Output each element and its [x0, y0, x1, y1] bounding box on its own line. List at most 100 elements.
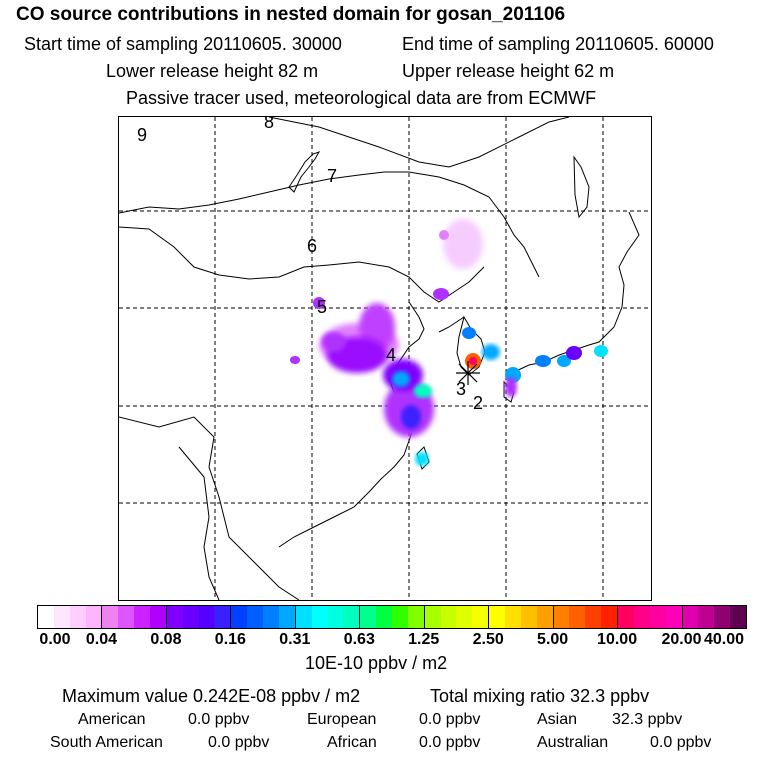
trajectory-label-2: 2: [473, 393, 484, 413]
colorbar-segment: [489, 606, 554, 628]
region-value-australian: 0.0 ppbv: [650, 734, 712, 751]
colorbar-swatch: [682, 606, 699, 628]
colorbar-tick-label: 0.31: [279, 631, 311, 648]
receptor-star-icon: [456, 361, 480, 385]
colorbar-tick-label: 0.08: [150, 631, 182, 648]
colorbar-swatch: [391, 606, 408, 628]
region-value-south-american: 0.0 ppbv: [208, 734, 270, 751]
colorbar-tick-label: 0.00: [39, 631, 71, 648]
lower-release-label: Lower release height 82 m: [106, 61, 319, 81]
region-name-european: European: [307, 711, 377, 728]
region-name-asian: Asian: [537, 711, 578, 728]
colorbar-swatch: [407, 606, 424, 628]
colorbar-swatch: [520, 606, 537, 628]
colorbar-swatch: [182, 606, 199, 628]
colorbar-segment: [231, 606, 296, 628]
colorbar-swatch: [295, 606, 312, 628]
colorbar-tick-label: 5.00: [537, 631, 569, 648]
region-value-american: 0.0 ppbv: [188, 711, 250, 728]
region-value-african: 0.0 ppbv: [419, 734, 481, 751]
colorbar-swatch: [376, 606, 392, 628]
colorbar-swatch: [618, 606, 634, 628]
colorbar-swatch: [198, 606, 215, 628]
region-name-south-american: South American: [50, 734, 163, 751]
colorbar-swatch: [569, 606, 586, 628]
colorbar: [37, 605, 747, 629]
colorbar-tick-label: 0.16: [214, 631, 246, 648]
colorbar-swatch: [327, 606, 344, 628]
region-name-african: African: [327, 734, 377, 751]
map-title: CO source contributions in nested domain…: [16, 4, 566, 25]
colorbar-swatch: [536, 606, 553, 628]
colorbar-swatch: [85, 606, 102, 628]
colorbar-swatch: [553, 606, 570, 628]
colorbar-segment: [38, 606, 103, 628]
colorbar-unit-label: 10E-10 ppbv / m2: [305, 653, 448, 673]
colorbar-swatch: [440, 606, 457, 628]
upper-release-label: Upper release height 62 m: [402, 61, 615, 81]
trajectory-label-9: 9: [137, 125, 148, 145]
colorbar-swatch: [505, 606, 521, 628]
colorbar-swatch: [134, 606, 151, 628]
trajectory-label-6: 6: [307, 236, 318, 256]
trajectory-label-4: 4: [386, 345, 397, 365]
colorbar-swatch: [585, 606, 602, 628]
colorbar-tick-label: 0.04: [85, 631, 118, 648]
colorbar-swatch: [456, 606, 473, 628]
colorbar-segment: [618, 606, 683, 628]
colorbar-swatch: [231, 606, 248, 628]
colorbar-swatch: [118, 606, 135, 628]
colorbar-swatch: [214, 606, 231, 628]
map-panel: 9 8 7 6 5 4 3 2: [118, 116, 652, 601]
start-time-label: Start time of sampling 20110605. 30000: [24, 34, 342, 54]
colorbar-swatch: [649, 606, 666, 628]
tracer-info-label: Passive tracer used, meteorological data…: [126, 88, 597, 108]
colorbar-swatch: [69, 606, 86, 628]
concentration-plume: [290, 219, 608, 466]
colorbar-segment: [295, 606, 361, 628]
colorbar-swatch: [343, 606, 360, 628]
end-time-label: End time of sampling 20110605. 60000: [402, 34, 714, 54]
colorbar-swatch: [665, 606, 682, 628]
colorbar-swatch: [424, 606, 441, 628]
colorbar-segment: [166, 606, 232, 628]
colorbar-swatch: [150, 606, 166, 628]
region-value-asian: 32.3 ppbv: [612, 711, 683, 728]
region-name-american: American: [78, 711, 146, 728]
region-name-australian: Australian: [537, 734, 609, 751]
colorbar-swatch: [247, 606, 264, 628]
colorbar-segment: [682, 606, 746, 628]
colorbar-segment: [360, 606, 425, 628]
map-canvas: [119, 117, 651, 600]
total-mixing-ratio-label: Total mixing ratio 32.3 ppbv: [430, 686, 650, 706]
colorbar-swatch: [166, 606, 183, 628]
colorbar-swatch: [102, 606, 119, 628]
colorbar-tick-label: 1.25: [408, 631, 440, 648]
colorbar-swatch: [730, 606, 746, 628]
colorbar-swatch: [360, 606, 377, 628]
colorbar-swatch: [489, 606, 506, 628]
colorbar-swatch: [263, 606, 279, 628]
colorbar-segment: [553, 606, 619, 628]
colorbar-tick-label: 0.63: [343, 631, 375, 648]
colorbar-swatch: [633, 606, 650, 628]
colorbar-swatch: [472, 606, 489, 628]
colorbar-swatch: [53, 606, 70, 628]
colorbar-swatch: [278, 606, 295, 628]
colorbar-segment: [424, 606, 490, 628]
colorbar-swatch: [714, 606, 731, 628]
trajectory-label-7: 7: [327, 166, 338, 186]
trajectory-label-8: 8: [264, 116, 275, 132]
colorbar-tick-label: 20.00: [661, 631, 702, 648]
trajectory-label-5: 5: [317, 297, 328, 317]
maximum-value-label: Maximum value 0.242E-08 ppbv / m2: [62, 686, 361, 706]
colorbar-tick-label: 2.50: [472, 631, 504, 648]
colorbar-swatch: [311, 606, 328, 628]
colorbar-tick-label: 10.00: [597, 631, 638, 648]
colorbar-swatch: [698, 606, 715, 628]
colorbar-swatch: [601, 606, 618, 628]
trajectory-label-3: 3: [456, 379, 467, 399]
colorbar-swatch: [38, 606, 54, 628]
region-value-european: 0.0 ppbv: [419, 711, 481, 728]
colorbar-segment: [102, 606, 167, 628]
